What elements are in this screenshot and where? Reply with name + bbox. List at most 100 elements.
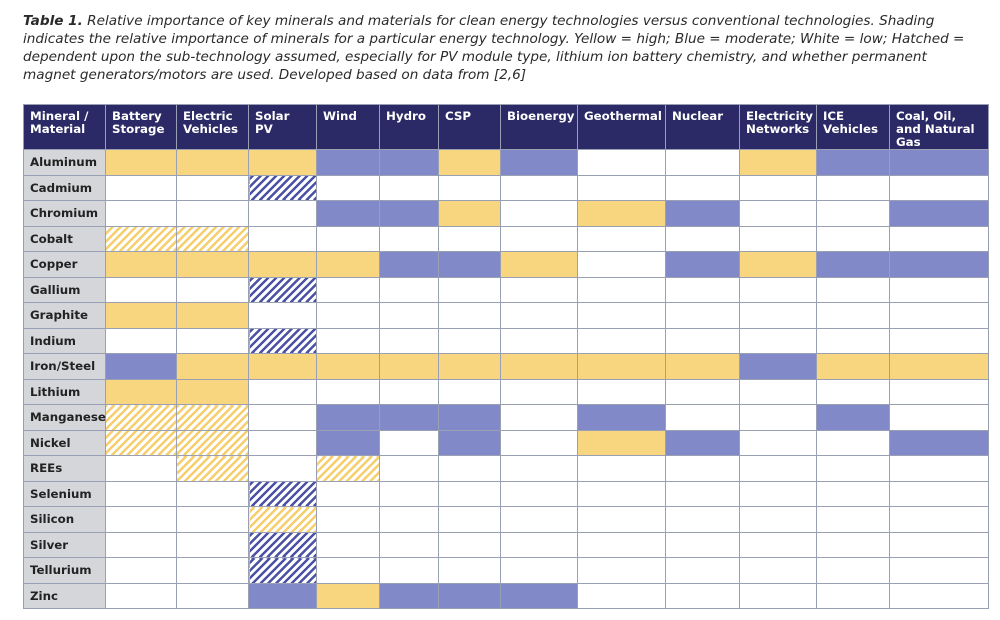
importance-cell-low	[739, 225, 817, 252]
importance-cell-low	[816, 200, 890, 227]
importance-cell-low	[379, 531, 439, 558]
column-header: ICE Vehicles	[816, 104, 890, 150]
importance-cell-low	[176, 174, 249, 201]
importance-cell-hatch-high	[176, 455, 249, 482]
importance-cell-low	[577, 557, 666, 584]
table-row: Cobalt	[23, 225, 989, 252]
importance-cell-high	[316, 353, 380, 380]
importance-cell-low	[889, 506, 989, 533]
importance-cell-high	[665, 353, 740, 380]
importance-cell-mod	[739, 353, 817, 380]
importance-cell-low	[438, 480, 501, 507]
table-row: Nickel	[23, 429, 989, 456]
importance-cell-low	[438, 378, 501, 405]
importance-cell-high	[176, 378, 249, 405]
importance-cell-low	[500, 404, 578, 431]
importance-cell-low	[816, 276, 890, 303]
importance-cell-low	[889, 557, 989, 584]
importance-cell-low	[438, 557, 501, 584]
importance-cell-low	[889, 327, 989, 354]
importance-cell-high	[438, 353, 501, 380]
column-header: Battery Storage	[105, 104, 177, 150]
importance-cell-high	[248, 353, 317, 380]
importance-cell-low	[889, 174, 989, 201]
importance-cell-high	[889, 353, 989, 380]
column-header: Mineral / Material	[23, 104, 106, 150]
importance-cell-low	[816, 429, 890, 456]
table-row: Gallium	[23, 276, 989, 303]
importance-cell-low	[816, 378, 890, 405]
importance-cell-low	[248, 429, 317, 456]
importance-cell-high	[500, 251, 578, 278]
row-header: Nickel	[23, 429, 106, 456]
table-row: Copper	[23, 251, 989, 278]
importance-cell-low	[500, 480, 578, 507]
importance-cell-mod	[316, 429, 380, 456]
importance-cell-mod	[316, 404, 380, 431]
importance-cell-low	[665, 327, 740, 354]
importance-cell-mod	[500, 582, 578, 609]
column-header: Bioenergy	[500, 104, 578, 150]
importance-cell-low	[739, 557, 817, 584]
row-header: Silicon	[23, 506, 106, 533]
importance-cell-low	[665, 506, 740, 533]
importance-cell-high	[248, 251, 317, 278]
importance-cell-low	[577, 225, 666, 252]
importance-cell-mod	[816, 404, 890, 431]
importance-cell-mod	[248, 582, 317, 609]
importance-cell-high	[438, 200, 501, 227]
importance-cell-low	[889, 531, 989, 558]
table-row: Selenium	[23, 480, 989, 507]
importance-cell-low	[438, 174, 501, 201]
importance-cell-low	[816, 174, 890, 201]
importance-cell-mod	[105, 353, 177, 380]
importance-cell-hatch-mod	[248, 276, 317, 303]
importance-cell-high	[176, 251, 249, 278]
importance-cell-low	[379, 225, 439, 252]
table-row: Indium	[23, 327, 989, 354]
importance-cell-high	[739, 251, 817, 278]
importance-cell-mod	[379, 404, 439, 431]
importance-cell-low	[665, 557, 740, 584]
importance-cell-low	[577, 327, 666, 354]
importance-cell-hatch-mod	[248, 174, 317, 201]
importance-cell-low	[739, 506, 817, 533]
importance-cell-mod	[438, 582, 501, 609]
importance-cell-hatch-high	[105, 225, 177, 252]
importance-cell-low	[577, 149, 666, 176]
importance-cell-low	[105, 327, 177, 354]
importance-cell-low	[739, 582, 817, 609]
importance-cell-low	[577, 506, 666, 533]
column-header: Electric Vehicles	[176, 104, 249, 150]
row-header: Silver	[23, 531, 106, 558]
importance-cell-low	[105, 531, 177, 558]
importance-cell-high	[816, 353, 890, 380]
row-header: Graphite	[23, 302, 106, 329]
importance-cell-mod	[577, 404, 666, 431]
importance-cell-low	[379, 557, 439, 584]
importance-cell-low	[379, 327, 439, 354]
column-header: CSP	[438, 104, 501, 150]
importance-cell-low	[500, 429, 578, 456]
header-row: Mineral / Material Battery Storage Electri…	[23, 104, 989, 150]
row-header: Aluminum	[23, 149, 106, 176]
importance-cell-high	[105, 302, 177, 329]
importance-cell-low	[176, 276, 249, 303]
importance-cell-high	[577, 429, 666, 456]
importance-cell-low	[438, 276, 501, 303]
importance-cell-mod	[889, 200, 989, 227]
importance-cell-low	[816, 327, 890, 354]
importance-cell-low	[248, 200, 317, 227]
importance-cell-low	[500, 506, 578, 533]
importance-cell-low	[739, 531, 817, 558]
table-row: Silver	[23, 531, 989, 558]
importance-cell-hatch-mod	[248, 531, 317, 558]
row-header: Cadmium	[23, 174, 106, 201]
importance-cell-low	[176, 327, 249, 354]
table-body: Aluminum Cadmium Chromium Cobalt Copper Galli…	[23, 149, 989, 609]
importance-cell-low	[577, 480, 666, 507]
importance-cell-high	[176, 149, 249, 176]
column-header: Solar PV	[248, 104, 317, 150]
importance-cell-low	[248, 404, 317, 431]
row-header: REEs	[23, 455, 106, 482]
